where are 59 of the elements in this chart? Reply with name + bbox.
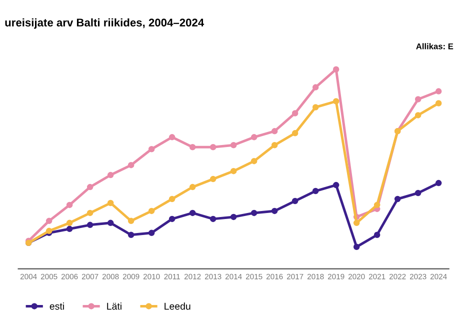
point	[312, 188, 319, 194]
point	[86, 222, 94, 228]
point	[148, 230, 155, 236]
point	[332, 66, 340, 72]
point	[168, 196, 176, 202]
point	[250, 158, 258, 164]
point	[414, 190, 422, 196]
point	[230, 214, 237, 220]
point	[374, 232, 380, 238]
point	[435, 180, 442, 186]
point	[148, 146, 155, 152]
point	[332, 182, 340, 188]
point	[230, 168, 237, 174]
point	[107, 220, 114, 226]
point	[353, 220, 360, 226]
point	[312, 104, 319, 110]
point	[435, 88, 442, 94]
point	[250, 134, 258, 140]
point	[189, 184, 196, 190]
point	[189, 144, 196, 150]
point	[414, 96, 422, 102]
point	[312, 84, 319, 90]
point	[250, 210, 258, 216]
point	[394, 196, 401, 202]
point	[332, 98, 340, 104]
point	[148, 208, 155, 214]
point	[86, 210, 94, 216]
point	[168, 216, 176, 222]
point	[292, 130, 298, 136]
point	[271, 208, 278, 214]
point	[66, 202, 73, 208]
point	[435, 100, 442, 106]
point	[292, 198, 298, 204]
chart-title: ureisijate arv Balti riikides, 2004–2024	[5, 18, 204, 29]
point	[353, 244, 360, 250]
point	[66, 220, 73, 226]
point	[66, 226, 73, 232]
point	[46, 218, 52, 224]
point	[271, 142, 278, 148]
point	[374, 202, 380, 208]
point	[128, 162, 134, 168]
point	[128, 232, 134, 238]
point	[210, 216, 216, 222]
point	[210, 144, 216, 150]
point	[128, 218, 134, 224]
point	[210, 176, 216, 182]
legend-label: Läti	[107, 302, 122, 310]
point	[292, 110, 298, 116]
point	[86, 184, 94, 190]
point	[271, 128, 278, 134]
legend-label: Leedu	[164, 302, 190, 310]
point	[168, 134, 176, 140]
text: Allikas: E	[416, 43, 454, 50]
point	[107, 172, 114, 178]
point	[189, 210, 196, 216]
point	[230, 142, 237, 148]
point	[107, 200, 114, 206]
legend-label: esti	[50, 302, 64, 310]
point	[414, 112, 422, 118]
